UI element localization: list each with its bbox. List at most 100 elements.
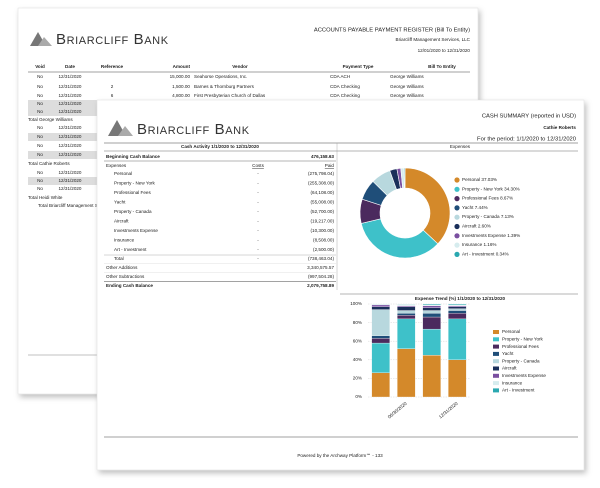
bar-segment [397,315,416,320]
expense-paid: (2,500.00) [313,247,334,252]
legend-name: Investments Expense [462,233,506,238]
legend-swatch [493,373,499,378]
cell: George Williams [390,84,424,89]
legend-swatch [454,242,460,248]
legend-name: Property - New York [462,187,504,192]
donut-slice [360,218,439,259]
legend-swatch [454,205,460,211]
expense-name: Property - Canada [114,209,152,214]
period: For the period: 1/1/2020 to 12/31/2020 [477,137,576,143]
bar-segment [397,303,416,307]
cell: CDA ACH [330,74,350,79]
legend-value: 7.13% [501,214,514,219]
legend-swatch [454,223,460,230]
y-tick-label: 40% [353,357,362,362]
legend-name: Property - Canada [462,214,500,219]
cell: 12/31/2020 [59,109,82,114]
y-tick-label: 80% [353,320,362,325]
expense-cost: - [257,181,259,186]
bar-segment [422,328,441,356]
legend-swatch [493,344,499,349]
legend-name: Personal [462,177,480,182]
bar-segment [448,359,467,398]
expense-cost: - [257,209,259,214]
paper [96,99,585,471]
legend-swatch [493,388,499,393]
legend-swatch [493,351,499,356]
expense-paid: (10,300.00) [311,228,335,233]
person: Cathie Roberts [543,125,576,130]
legend-swatch [454,196,460,202]
row-label: Other Additions [106,265,138,270]
row-value: 476,158.63 [311,154,334,159]
bar-segment [448,313,467,320]
bar-segment [422,354,441,398]
total-paid: (738,463.04) [308,256,335,261]
bar-segment [422,313,441,318]
cell: 12/31/2020 [59,178,82,183]
row-value: 2,079,758.89 [307,283,334,288]
cell: No [37,186,43,191]
legend-label: Yacht 7.44% [462,205,488,210]
bar-segment [371,303,390,306]
cell: No [37,134,43,139]
legend-name: Yacht [462,205,474,210]
expense-cost: - [257,171,259,176]
cell: 12/31/2020 [59,125,82,130]
logo-icon [118,126,133,136]
legend-swatch [493,359,499,364]
legend-name: Art - Investment [462,252,495,257]
cell: No [37,170,43,175]
legend-value: 1.16% [483,242,496,247]
bar-segment [448,308,467,311]
bar-segment [371,309,390,336]
legend-label: Yacht [502,351,514,356]
bar-segment [397,348,416,398]
row-value: 3,340,575.57 [307,265,334,270]
expense-paid: (55,008.00) [311,200,335,205]
bar-segment [371,342,390,373]
bar-segment [422,305,441,308]
expense-name: Aircraft [114,219,129,224]
legend-value: 8.67% [500,196,513,201]
y-tick-label: 20% [353,376,362,381]
expense-cost: - [257,190,259,195]
total-label: Total Briarcliff Management Services, LL… [38,203,124,208]
expense-name: Professional Fees [114,190,151,195]
legend-name: Aircraft [462,224,477,229]
legend-swatch [454,214,460,220]
logo-text: Briarcliff Bank [56,31,169,48]
bar-segment [371,304,390,307]
legend-label: Investments Expense [502,373,546,378]
bar-segment [371,338,390,344]
cell: CDA Checking [330,84,360,89]
expense-paid: (52,700.00) [311,209,335,214]
legend-label: Professional Fees [502,344,539,349]
cell: No [37,74,43,79]
bar-segment [448,318,467,360]
cell: George Williams [390,74,424,79]
bar-segment [397,306,416,311]
column-header: Amount [173,64,191,69]
expense-name: Yacht [114,200,126,205]
cell: 4,800.00 [172,93,190,98]
bar-segment [422,303,441,306]
column-header: Date [65,64,75,69]
logo-icon [38,37,52,46]
bar-segment [371,372,390,398]
legend-label: Insurance [502,380,523,385]
expense-cost: - [257,228,259,233]
column-header: Costs [252,163,264,168]
cell: No [37,109,43,114]
total-label: Total [114,256,124,261]
legend-label: Personal [502,329,520,334]
legend-label: Insurance 1.16% [462,242,497,247]
column-header: Expenses [106,163,127,168]
expense-paid: (8,508.00) [313,238,334,243]
cell: No [37,125,43,130]
legend-swatch [493,366,499,371]
legend-value: 37.03% [481,177,497,182]
cell: 12/31/2020 [59,74,82,79]
legend-value: 0.34% [496,252,509,257]
legend-label: Property - Canada [502,358,540,363]
